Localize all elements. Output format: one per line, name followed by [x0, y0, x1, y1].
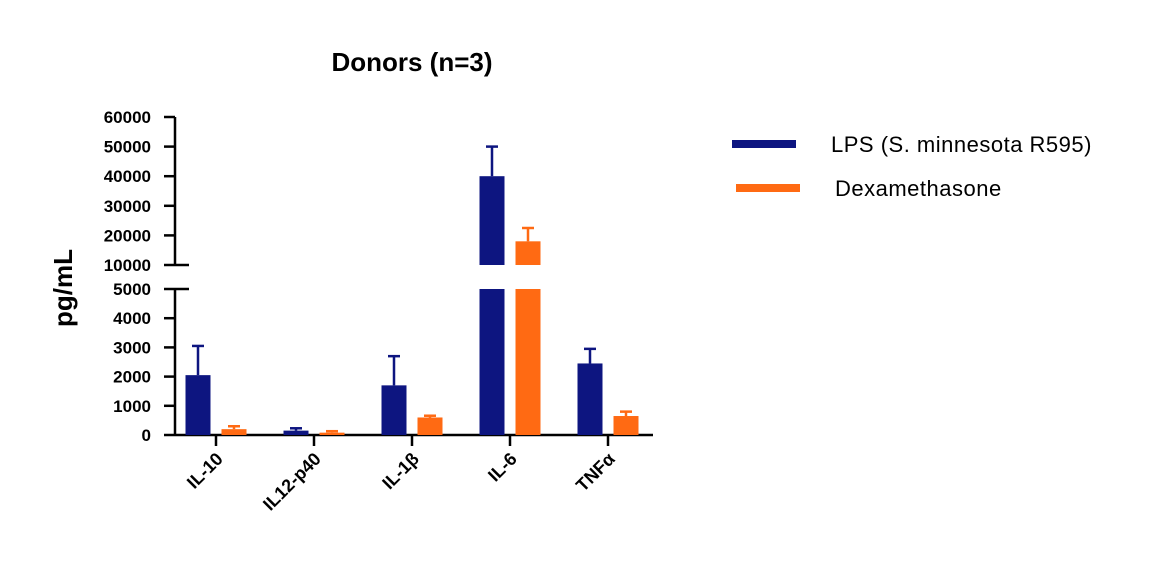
y-tick-label: 0	[142, 426, 151, 445]
y-ticks: 0 1000 2000 3000 4000 5000 10000 20000 30000 4000…	[104, 108, 175, 445]
y-axis	[173, 117, 189, 435]
y-tick-label: 3000	[113, 338, 151, 357]
bar	[479, 289, 505, 435]
y-tick-label: 10000	[104, 256, 151, 275]
y-tick-label: 30000	[104, 197, 151, 216]
bar	[381, 385, 407, 435]
legend: LPS (S. minnesota R595) Dexamethasone	[732, 132, 1092, 201]
chart-title: Donors (n=3)	[331, 47, 492, 77]
x-ticks	[214, 435, 610, 446]
y-tick-label: 20000	[104, 226, 151, 245]
bar	[515, 289, 541, 435]
y-tick-label: 50000	[104, 138, 151, 157]
y-tick-label: 1000	[113, 397, 151, 416]
y-tick-label: 5000	[113, 280, 151, 299]
y-tick-label: 60000	[104, 108, 151, 127]
bars	[185, 176, 639, 435]
x-tick-label: IL12-p40	[259, 449, 325, 515]
legend-swatch-dexamethasone	[736, 184, 800, 192]
y-axis-label: pg/mL	[48, 249, 78, 327]
bar	[185, 375, 211, 435]
x-tick-label: IL-6	[484, 449, 521, 486]
x-tick-label: IL-10	[183, 449, 227, 493]
x-tick-labels: IL-10 IL12-p40 IL-1β IL-6 TNFα	[183, 449, 619, 515]
y-tick-label: 2000	[113, 368, 151, 387]
bar	[283, 430, 309, 435]
legend-swatch-lps	[732, 140, 796, 148]
bar	[319, 432, 345, 435]
bar	[515, 241, 541, 265]
y-tick-label: 40000	[104, 167, 151, 186]
bar	[577, 363, 603, 435]
error-bars	[192, 145, 632, 433]
x-tick-label: TNFα	[572, 449, 619, 496]
x-tick-label: IL-1β	[378, 449, 423, 494]
bar	[417, 417, 443, 435]
bar	[221, 429, 247, 435]
y-tick-label: 4000	[113, 309, 151, 328]
bar	[613, 416, 639, 435]
legend-label-dexamethasone: Dexamethasone	[835, 176, 1002, 201]
bar	[479, 176, 505, 265]
legend-label-lps: LPS (S. minnesota R595)	[831, 132, 1092, 157]
